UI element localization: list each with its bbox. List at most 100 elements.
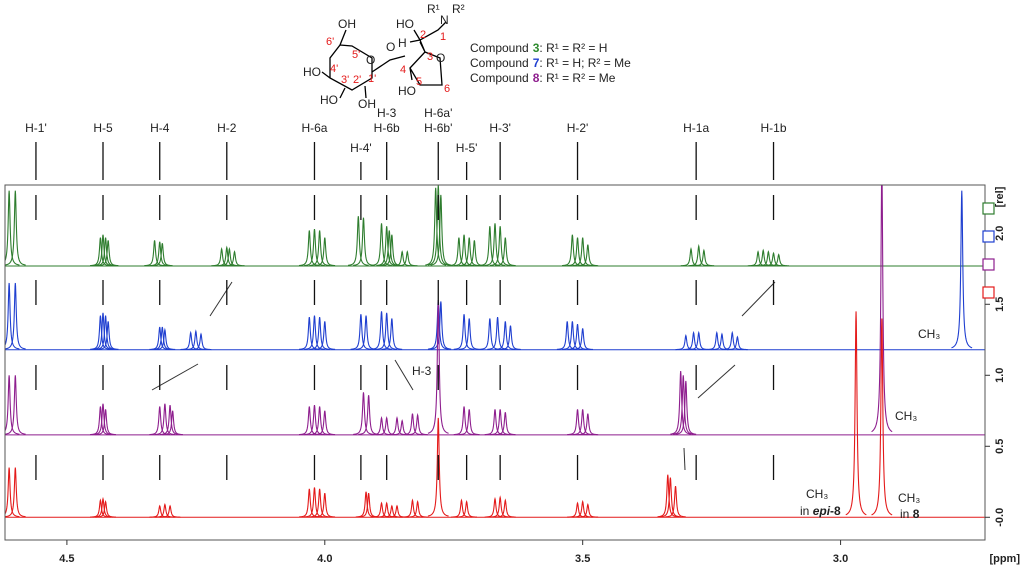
locant: 6' <box>326 36 334 48</box>
peak <box>489 409 511 436</box>
peak <box>484 223 506 266</box>
peak <box>180 330 202 351</box>
annotation: 8 <box>913 507 920 521</box>
peak <box>494 412 516 436</box>
peak <box>567 237 588 267</box>
peak <box>670 370 692 435</box>
locant: 1' <box>368 73 376 85</box>
assignment-label: H-2' <box>567 121 589 135</box>
peak <box>427 417 449 517</box>
assignment-label: H-3' <box>489 121 511 135</box>
y-tick-label: 1.5 <box>994 297 1006 312</box>
legend-swatch <box>982 258 995 271</box>
peak <box>665 485 686 518</box>
peak <box>95 499 116 518</box>
peak <box>5 190 20 266</box>
atom: OH <box>358 97 376 111</box>
peak <box>314 321 336 350</box>
annotation: in <box>800 504 813 518</box>
peak <box>479 226 501 267</box>
peak <box>500 325 521 350</box>
compound-name: Compound <box>470 71 529 85</box>
peak <box>430 301 452 350</box>
compound-id: 3 <box>533 41 540 55</box>
peak <box>407 499 428 518</box>
peak <box>314 410 336 436</box>
plot-frame <box>4 184 986 541</box>
atom: R² <box>452 2 465 16</box>
peak <box>758 250 779 267</box>
peak <box>309 488 330 518</box>
y-tick-label: 0.5 <box>994 439 1006 454</box>
annotation: in <box>900 507 913 521</box>
peak <box>567 501 588 518</box>
compound-substituents: : R¹ = H; R² = Me <box>539 56 631 70</box>
peak <box>458 318 480 350</box>
peak <box>494 237 516 267</box>
compound-name: Compound <box>470 56 529 70</box>
peak <box>845 311 867 516</box>
peak <box>456 499 477 518</box>
peak <box>562 321 583 350</box>
peak <box>672 375 694 435</box>
locant: 1 <box>440 31 446 43</box>
compound-entry: Compound 3: R¹ = R² = H <box>470 41 607 55</box>
legend-swatch <box>982 286 995 299</box>
peak <box>144 240 165 267</box>
compound-substituents: : R¹ = R² = H <box>539 41 607 55</box>
peak <box>425 187 447 266</box>
peak <box>458 409 480 436</box>
peak <box>494 321 516 350</box>
peak <box>572 328 594 351</box>
peak <box>5 282 26 350</box>
annotation: in epi-8 <box>800 504 841 518</box>
annotation: CH₃ <box>806 487 828 501</box>
compound-legend: Compound 3: R¹ = R² = H Compound 7: R¹ = H;… <box>470 41 631 85</box>
atom: H <box>398 36 407 50</box>
peak <box>693 248 715 267</box>
peak <box>358 395 379 435</box>
atom: HO <box>303 65 321 79</box>
compound-name: Compound <box>470 41 529 55</box>
atom: O <box>386 40 395 54</box>
peak <box>660 477 681 518</box>
peak <box>149 504 171 518</box>
peak <box>484 496 506 518</box>
atom: N <box>440 13 449 27</box>
peak <box>5 375 20 435</box>
peak <box>5 467 26 518</box>
assignment-label: H-1a <box>683 121 709 135</box>
peak <box>5 190 26 266</box>
compound-entry: Compound 7: R¹ = H; R² = Me <box>470 56 631 70</box>
peak <box>309 230 331 267</box>
annotation: epi <box>813 504 831 518</box>
x-tick-label: 3.0 <box>833 553 848 565</box>
assignment-label: H-1b <box>761 121 787 135</box>
peak <box>727 335 748 351</box>
peak <box>376 501 398 518</box>
peak <box>154 327 176 351</box>
peak <box>407 412 428 436</box>
locant: 5' <box>352 49 360 61</box>
locant: 2 <box>420 29 426 41</box>
peak <box>572 409 594 436</box>
annotation: H-3 <box>412 364 432 378</box>
peak <box>453 234 475 267</box>
peak <box>567 324 588 350</box>
assignment-label: H-2 <box>217 121 237 135</box>
peak <box>453 314 475 350</box>
peak <box>572 499 594 518</box>
compound-id: 8 <box>533 71 540 85</box>
peak <box>97 240 119 267</box>
peak <box>381 318 403 350</box>
peak <box>314 493 336 518</box>
peak <box>371 311 392 350</box>
peak <box>304 228 325 267</box>
annotation: in 8 <box>900 507 920 521</box>
peak <box>391 250 413 267</box>
peak <box>355 315 377 350</box>
peak <box>427 185 449 266</box>
peak <box>721 330 743 351</box>
assignment-label: H-6b' <box>424 121 452 135</box>
